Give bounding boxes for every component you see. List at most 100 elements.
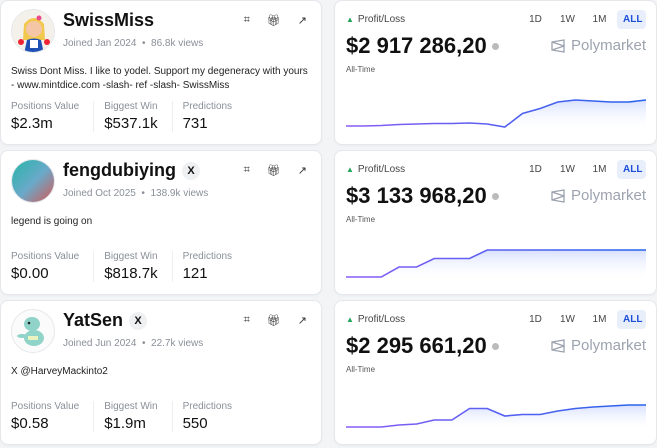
info-icon[interactable] bbox=[491, 342, 499, 350]
brand-name: Polymarket bbox=[570, 37, 646, 54]
qr-code-icon[interactable]: ⌗ bbox=[243, 14, 250, 26]
trader-bio: Swiss Dont Miss. I like to yodel. Suppor… bbox=[11, 66, 308, 91]
tab-1d[interactable]: 1D bbox=[529, 314, 542, 325]
brand-name: Polymarket bbox=[570, 187, 646, 204]
stat-label: Positions Value bbox=[11, 101, 80, 112]
joined-date: Joined Jun 2024 bbox=[63, 338, 137, 349]
avatar[interactable] bbox=[11, 9, 55, 53]
joined-date: Joined Jan 2024 bbox=[63, 38, 137, 49]
x-logo-icon[interactable]: X bbox=[129, 311, 148, 330]
tab-1w[interactable]: 1W bbox=[560, 314, 575, 325]
external-link-icon[interactable]: ↗ bbox=[297, 15, 307, 27]
pnl-line bbox=[346, 249, 646, 278]
trader-bio: X @HarveyMackinto2 bbox=[11, 366, 108, 377]
stat-label: Predictions bbox=[182, 251, 233, 262]
tab-1d[interactable]: 1D bbox=[529, 14, 542, 25]
gift-icon[interactable]: 🎁︎ bbox=[266, 315, 281, 327]
qr-code-icon[interactable]: ⌗ bbox=[243, 164, 250, 176]
pnl-chart bbox=[346, 249, 646, 281]
gift-icon[interactable]: 🎁︎ bbox=[266, 15, 281, 27]
trader-meta: Joined Oct 2025 • 138.9k views bbox=[63, 188, 209, 199]
profit-loss-amount-row: $3 133 968,20 bbox=[346, 183, 499, 209]
tab-1m[interactable]: 1M bbox=[592, 164, 607, 175]
stat-predictions: Predictions 121 bbox=[183, 251, 246, 282]
tab-all[interactable]: ALL bbox=[617, 310, 646, 329]
period-label: All-Time bbox=[346, 65, 376, 74]
pnl-line bbox=[346, 404, 646, 428]
stat-value: 731 bbox=[182, 115, 208, 132]
profit-loss-amount: $2 917 286,20 bbox=[346, 33, 487, 58]
trader-name-row: fengdubiying X bbox=[63, 160, 200, 181]
tab-1w[interactable]: 1W bbox=[560, 14, 575, 25]
stat-label: Biggest Win bbox=[104, 101, 158, 112]
profit-loss-amount-row: $2 917 286,20 bbox=[346, 33, 499, 59]
stat-value: $0.58 bbox=[11, 415, 49, 432]
trader-profile-card: fengdubiying X Joined Oct 2025 • 138.9k v… bbox=[0, 150, 322, 295]
trader-name[interactable]: YatSen bbox=[63, 310, 124, 330]
trader-profile-card: SwissMiss Joined Jan 2024 • 86.8k views … bbox=[0, 0, 322, 145]
pnl-chart bbox=[346, 404, 646, 431]
profit-loss-card: ▲ Profit/Loss $2 295 661,20 All-Time 1D 1W… bbox=[334, 300, 657, 445]
stat-biggest-win: Biggest Win $1.9m bbox=[104, 401, 173, 432]
gift-icon[interactable]: 🎁︎ bbox=[266, 165, 281, 177]
period-label: All-Time bbox=[346, 215, 376, 224]
profit-loss-label: Profit/Loss bbox=[357, 314, 406, 325]
stat-predictions: Predictions 550 bbox=[183, 401, 246, 432]
external-link-icon[interactable]: ↗ bbox=[297, 315, 307, 327]
period-tabs: 1D 1W 1M ALL bbox=[521, 160, 646, 179]
profit-loss-card: ▲ Profit/Loss $3 133 968,20 All-Time 1D 1W… bbox=[334, 150, 657, 295]
stat-predictions: Predictions 731 bbox=[183, 101, 246, 132]
period-tabs: 1D 1W 1M ALL bbox=[521, 310, 646, 329]
tab-all[interactable]: ALL bbox=[617, 10, 646, 29]
trader-meta: Joined Jan 2024 • 86.8k views bbox=[63, 38, 204, 49]
stat-positions-value: Positions Value $0.58 bbox=[11, 401, 95, 432]
stat-value: $0.00 bbox=[11, 265, 49, 282]
polymarket-brand: Polymarket bbox=[551, 37, 646, 54]
stat-label: Predictions bbox=[182, 401, 233, 412]
qr-code-icon[interactable]: ⌗ bbox=[243, 314, 250, 326]
brand-name: Polymarket bbox=[570, 337, 646, 354]
tab-all[interactable]: ALL bbox=[617, 160, 646, 179]
stat-label: Positions Value bbox=[11, 251, 80, 262]
tab-1m[interactable]: 1M bbox=[592, 14, 607, 25]
view-count: 138.9k views bbox=[150, 188, 209, 199]
tab-1d[interactable]: 1D bbox=[529, 164, 542, 175]
stat-label: Biggest Win bbox=[104, 251, 158, 262]
info-icon[interactable] bbox=[491, 192, 499, 200]
stat-value: 121 bbox=[182, 265, 208, 282]
profit-loss-label-row: ▲ Profit/Loss bbox=[346, 14, 405, 25]
polymarket-brand: Polymarket bbox=[551, 337, 646, 354]
x-logo-icon[interactable]: X bbox=[181, 161, 200, 180]
external-link-icon[interactable]: ↗ bbox=[297, 165, 307, 177]
pnl-area bbox=[346, 405, 646, 431]
pnl-area bbox=[346, 250, 646, 281]
polymarket-logo-icon bbox=[551, 338, 565, 353]
stat-positions-value: Positions Value $0.00 bbox=[11, 251, 95, 282]
triangle-up-icon: ▲ bbox=[346, 15, 354, 24]
period-tabs: 1D 1W 1M ALL bbox=[521, 10, 646, 29]
tab-1w[interactable]: 1W bbox=[560, 164, 575, 175]
triangle-up-icon: ▲ bbox=[346, 165, 354, 174]
trader-bio: legend is going on bbox=[11, 216, 93, 227]
stat-value: $2.3m bbox=[11, 115, 53, 132]
view-count: 22.7k views bbox=[151, 338, 204, 349]
polymarket-logo-icon bbox=[551, 188, 565, 203]
stat-value: 550 bbox=[182, 415, 208, 432]
avatar[interactable] bbox=[11, 159, 55, 203]
stat-positions-value: Positions Value $2.3m bbox=[11, 101, 95, 132]
pnl-chart bbox=[346, 99, 646, 131]
polymarket-brand: Polymarket bbox=[551, 187, 646, 204]
period-label: All-Time bbox=[346, 365, 376, 374]
tab-1m[interactable]: 1M bbox=[592, 314, 607, 325]
profit-loss-amount: $3 133 968,20 bbox=[346, 183, 487, 208]
joined-date: Joined Oct 2025 bbox=[63, 188, 136, 199]
trader-name[interactable]: fengdubiying bbox=[63, 160, 176, 180]
profit-loss-card: ▲ Profit/Loss $2 917 286,20 All-Time 1D 1W… bbox=[334, 0, 657, 145]
stat-value: $818.7k bbox=[104, 265, 158, 282]
trader-profile-card: YatSen X Joined Jun 2024 • 22.7k views ⌗ 🎁… bbox=[0, 300, 322, 445]
profit-loss-amount: $2 295 661,20 bbox=[346, 333, 487, 358]
info-icon[interactable] bbox=[491, 42, 499, 50]
avatar[interactable] bbox=[11, 309, 55, 353]
trader-name[interactable]: SwissMiss bbox=[63, 10, 155, 30]
trader-name-row: YatSen X bbox=[63, 310, 148, 331]
